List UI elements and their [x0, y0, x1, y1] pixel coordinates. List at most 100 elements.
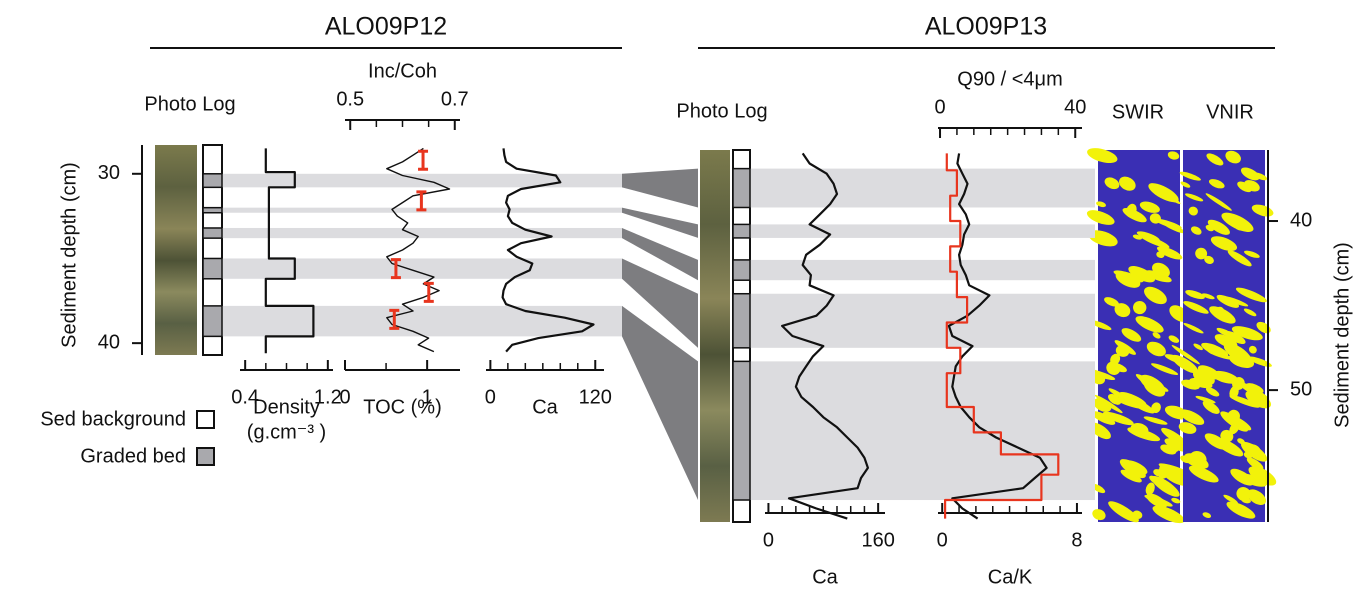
spectral-patch: [1179, 409, 1205, 425]
legend-swatch: [196, 410, 215, 429]
x-tick-label: 160: [861, 529, 894, 551]
spectral-patch: [1171, 345, 1200, 365]
spectral-patch: [1149, 475, 1161, 485]
spectral-patch: [1108, 501, 1139, 523]
spectral-patch: [1205, 193, 1232, 211]
spectral-patch: [1247, 444, 1261, 455]
spectral-patch: [1214, 438, 1244, 457]
spectral-patch: [1171, 354, 1199, 374]
spectral-patch: [1086, 210, 1115, 225]
spectral-patch: [1088, 230, 1118, 247]
x-tick-label: 120: [579, 386, 612, 408]
y-axis-label: Sediment depth (cm): [58, 162, 80, 348]
spectral-patch: [1179, 171, 1201, 181]
spectral-patch: [1240, 167, 1260, 181]
x-axis-label: Ca/K: [988, 566, 1033, 588]
x-tick-label: 0: [937, 529, 948, 551]
spectral-patch: [1229, 395, 1260, 408]
spectral-patch: [1096, 201, 1106, 208]
data-curve: [386, 147, 451, 353]
spectral-patch: [1160, 444, 1177, 455]
step-curve: [944, 153, 1060, 519]
spectral-patch: [1119, 459, 1146, 479]
spectral-patch: [1185, 290, 1205, 300]
graded-bed-log: [202, 257, 223, 280]
spectral-patch: [1143, 416, 1168, 425]
spectral-patch: [1205, 224, 1215, 232]
x-tick-label: 0: [339, 386, 350, 408]
spectral-patch: [1227, 250, 1252, 267]
spectral-patch: [1190, 226, 1202, 235]
spectral-patch: [1206, 153, 1224, 166]
spectral-patch: [1087, 148, 1118, 164]
spectral-patch: [1119, 176, 1136, 191]
spectral-patch: [1092, 509, 1106, 521]
x-tick-label: 0: [934, 96, 945, 118]
correlation-tie: [622, 207, 698, 238]
spectral-patch: [1195, 395, 1216, 404]
x-axis-label: TOC (%): [363, 396, 442, 418]
x-axis-unit: (g.cm⁻³ ): [247, 421, 326, 443]
spectral-patch: [1183, 323, 1204, 334]
spectral-patch: [1132, 234, 1143, 240]
toc-sample: [390, 258, 401, 280]
spectral-patch: [1118, 391, 1147, 406]
graded-bed-band: [222, 305, 622, 337]
x-tick-label: 0: [763, 529, 774, 551]
spectral-patch: [1188, 206, 1198, 216]
spectral-patch: [1221, 212, 1254, 232]
x-axis-label: Inc/Coh: [368, 60, 437, 82]
spectral-patch: [1234, 224, 1243, 231]
spectral-patch: [1183, 301, 1209, 314]
spectral-patch: [1104, 297, 1120, 307]
core-title: ALO09P13: [925, 13, 1047, 41]
depth-tick-label: 30: [98, 162, 120, 184]
toc-sample: [423, 281, 434, 303]
spectral-patch: [1149, 183, 1179, 203]
spectral-patch: [1178, 422, 1197, 434]
graded-bed-log: [202, 305, 223, 338]
spectral-patch: [1180, 181, 1191, 188]
spectral-patch: [1253, 172, 1268, 181]
image-label: SWIR: [1112, 101, 1164, 123]
graded-bed-log: [732, 259, 751, 281]
spectral-patch: [1225, 150, 1241, 164]
graded-bed-band: [750, 293, 1095, 348]
graded-bed-log: [732, 360, 751, 501]
spectral-patch: [1247, 356, 1272, 367]
spectral-patch: [1124, 331, 1136, 337]
graded-bed-log: [732, 292, 751, 349]
x-tick-label: 0: [485, 386, 496, 408]
spectral-patch: [1201, 293, 1215, 300]
background-layer: [155, 144, 1277, 524]
graded-bed-log: [202, 227, 223, 239]
spectral-patch: [1146, 493, 1167, 509]
spectral-patch: [1235, 287, 1267, 303]
toc-sample: [389, 308, 400, 330]
x-axis-label: Density: [253, 396, 320, 418]
photo-log-label: Photo Log: [676, 100, 767, 122]
spectral-patch: [1152, 332, 1161, 339]
x-tick-label: 0.4: [231, 386, 259, 408]
spectral-patch: [1245, 390, 1272, 409]
graded-bed-log: [732, 167, 751, 209]
spectral-patch: [1214, 334, 1238, 349]
spectral-patch: [1202, 400, 1220, 414]
data-curve: [501, 148, 595, 353]
spectral-patch: [1093, 398, 1112, 412]
log-column: [202, 144, 223, 356]
graded-bed-log: [202, 206, 223, 214]
legend-label: Graded bed: [80, 445, 186, 467]
spectral-patch: [1156, 246, 1183, 260]
spectral-patch: [1244, 250, 1260, 258]
x-tick-label: 0.5: [336, 88, 364, 110]
spectral-patch: [1231, 326, 1263, 341]
graded-bed-band: [750, 168, 1095, 208]
spectral-patch: [1168, 335, 1180, 343]
x-axis-label: Ca: [532, 396, 558, 418]
spectral-patch: [1210, 236, 1238, 251]
graded-bed-band: [750, 259, 1095, 281]
graded-bed-band: [222, 173, 622, 188]
graded-bed-log: [202, 173, 223, 189]
